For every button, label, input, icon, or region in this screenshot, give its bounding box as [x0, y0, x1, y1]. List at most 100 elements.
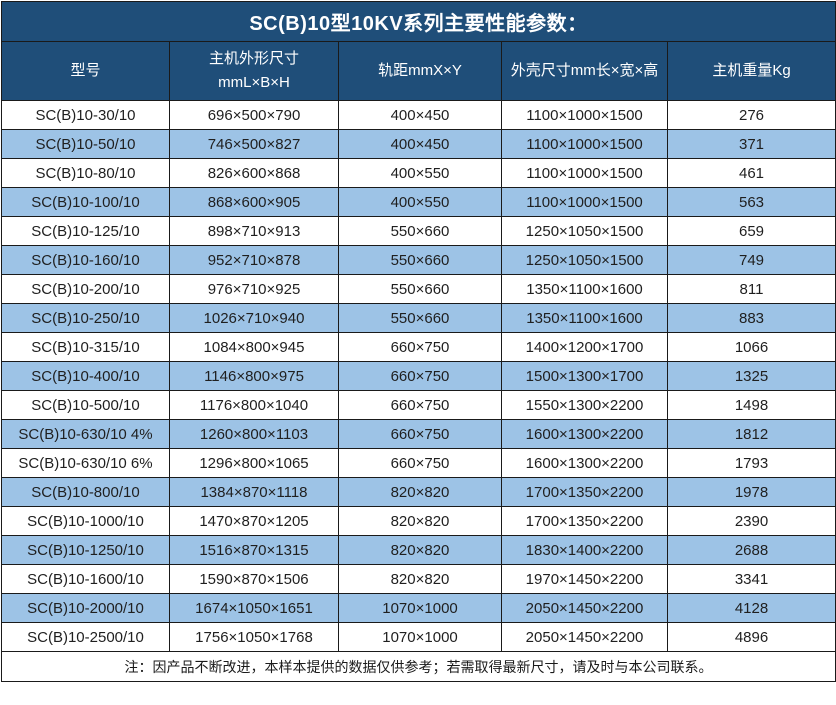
cell-enclosure-size: 1100×1000×1500 [501, 100, 668, 130]
cell-rail-gauge: 400×550 [338, 158, 502, 188]
table-row: SC(B)10-630/10 4% 1260×800×1103 660×750 160… [1, 419, 836, 449]
footnote-text: 注：因产品不断改进，本样本提供的数据仅供参考；若需取得最新尺寸，请及时与本公司联… [0, 651, 836, 682]
col-header-enclosure-size: 外壳尺寸mm长×宽×高 [501, 41, 668, 101]
cell-enclosure-size: 1250×1050×1500 [501, 216, 668, 246]
col-header-host-dimensions-label: 主机外形尺寸 [208, 50, 299, 67]
cell-weight: 1325 [666, 361, 836, 391]
cell-weight: 1812 [666, 419, 836, 449]
cell-model: SC(B)10-250/10 [1, 303, 170, 333]
table-row: SC(B)10-800/10 1384×870×1118 820×820 1700×1… [1, 477, 836, 507]
cell-weight: 276 [666, 100, 836, 130]
title-row: SC(B)10型10KV系列主要性能参数： [0, 1, 836, 42]
cell-weight: 883 [666, 303, 836, 333]
col-header-rail-gauge-label: 轨距mmX×Y [378, 62, 462, 79]
cell-model: SC(B)10-315/10 [1, 332, 170, 362]
table-row: SC(B)10-80/10 826×600×868 400×550 1100×1000… [1, 158, 836, 188]
cell-model: SC(B)10-160/10 [1, 245, 170, 275]
cell-enclosure-size: 1700×1350×2200 [501, 477, 668, 507]
cell-enclosure-size: 1350×1100×1600 [501, 303, 668, 333]
cell-enclosure-size: 1970×1450×2200 [501, 564, 668, 594]
cell-host-dimensions: 868×600×905 [169, 187, 339, 217]
col-header-weight: 主机重量Kg [666, 41, 836, 101]
col-header-model: 型号 [1, 41, 170, 101]
cell-enclosure-size: 1700×1350×2200 [501, 506, 668, 536]
cell-weight: 1978 [666, 477, 836, 507]
cell-host-dimensions: 696×500×790 [169, 100, 339, 130]
cell-host-dimensions: 1384×870×1118 [169, 477, 339, 507]
col-header-host-dimensions: 主机外形尺寸 mmL×B×H [169, 41, 339, 101]
col-header-rail-gauge: 轨距mmX×Y [338, 41, 502, 101]
table-row: SC(B)10-200/10 976×710×925 550×660 1350×110… [1, 274, 836, 304]
cell-weight: 563 [666, 187, 836, 217]
cell-weight: 811 [666, 274, 836, 304]
cell-rail-gauge: 400×450 [338, 129, 502, 159]
cell-weight: 1066 [666, 332, 836, 362]
cell-rail-gauge: 820×820 [338, 477, 502, 507]
cell-weight: 749 [666, 245, 836, 275]
cell-model: SC(B)10-1000/10 [1, 506, 170, 536]
table-row: SC(B)10-1600/10 1590×870×1506 820×820 1970×… [1, 564, 836, 594]
footnote-row: 注：因产品不断改进，本样本提供的数据仅供参考；若需取得最新尺寸，请及时与本公司联… [0, 651, 836, 682]
cell-rail-gauge: 660×750 [338, 332, 502, 362]
cell-enclosure-size: 2050×1450×2200 [501, 622, 668, 652]
cell-rail-gauge: 550×660 [338, 303, 502, 333]
cell-enclosure-size: 1100×1000×1500 [501, 158, 668, 188]
table-row: SC(B)10-2000/10 1674×1050×1651 1070×1000 20… [1, 593, 836, 623]
cell-enclosure-size: 1830×1400×2200 [501, 535, 668, 565]
cell-weight: 4896 [666, 622, 836, 652]
header-row: 型号 主机外形尺寸 mmL×B×H 轨距mmX×Y 外壳尺寸mm长×宽×高 主机… [1, 41, 836, 101]
cell-model: SC(B)10-630/10 6% [1, 448, 170, 478]
cell-enclosure-size: 1600×1300×2200 [501, 419, 668, 449]
cell-rail-gauge: 820×820 [338, 535, 502, 565]
cell-rail-gauge: 400×450 [338, 100, 502, 130]
cell-host-dimensions: 976×710×925 [169, 274, 339, 304]
col-header-host-dimensions-unit: mmL×B×H [218, 74, 290, 91]
col-header-weight-label: 主机重量Kg [712, 62, 791, 79]
cell-host-dimensions: 898×710×913 [169, 216, 339, 246]
cell-weight: 4128 [666, 593, 836, 623]
cell-host-dimensions: 952×710×878 [169, 245, 339, 275]
cell-model: SC(B)10-800/10 [1, 477, 170, 507]
page-title: SC(B)10型10KV系列主要性能参数： [0, 1, 836, 42]
cell-rail-gauge: 660×750 [338, 390, 502, 420]
spec-table: SC(B)10型10KV系列主要性能参数： 型号 主机外形尺寸 mmL×B×H … [0, 1, 836, 682]
cell-weight: 2688 [666, 535, 836, 565]
cell-host-dimensions: 1470×870×1205 [169, 506, 339, 536]
cell-model: SC(B)10-200/10 [1, 274, 170, 304]
cell-rail-gauge: 820×820 [338, 564, 502, 594]
cell-rail-gauge: 550×660 [338, 274, 502, 304]
cell-host-dimensions: 1260×800×1103 [169, 419, 339, 449]
cell-rail-gauge: 400×550 [338, 187, 502, 217]
cell-host-dimensions: 1084×800×945 [169, 332, 339, 362]
cell-weight: 461 [666, 158, 836, 188]
cell-weight: 371 [666, 129, 836, 159]
table-row: SC(B)10-160/10 952×710×878 550×660 1250×105… [1, 245, 836, 275]
cell-rail-gauge: 1070×1000 [338, 593, 502, 623]
table-row: SC(B)10-125/10 898×710×913 550×660 1250×105… [1, 216, 836, 246]
cell-rail-gauge: 1070×1000 [338, 622, 502, 652]
cell-host-dimensions: 1146×800×975 [169, 361, 339, 391]
cell-enclosure-size: 1250×1050×1500 [501, 245, 668, 275]
table-row: SC(B)10-50/10 746×500×827 400×450 1100×1000… [1, 129, 836, 159]
cell-rail-gauge: 660×750 [338, 361, 502, 391]
cell-model: SC(B)10-1600/10 [1, 564, 170, 594]
cell-model: SC(B)10-125/10 [1, 216, 170, 246]
cell-enclosure-size: 2050×1450×2200 [501, 593, 668, 623]
table-row: SC(B)10-30/10 696×500×790 400×450 1100×1000… [1, 100, 836, 130]
table-row: SC(B)10-1250/10 1516×870×1315 820×820 1830×… [1, 535, 836, 565]
cell-enclosure-size: 1350×1100×1600 [501, 274, 668, 304]
table-row: SC(B)10-2500/10 1756×1050×1768 1070×1000 20… [1, 622, 836, 652]
cell-weight: 3341 [666, 564, 836, 594]
cell-enclosure-size: 1500×1300×1700 [501, 361, 668, 391]
cell-host-dimensions: 1026×710×940 [169, 303, 339, 333]
cell-weight: 2390 [666, 506, 836, 536]
cell-enclosure-size: 1600×1300×2200 [501, 448, 668, 478]
cell-enclosure-size: 1550×1300×2200 [501, 390, 668, 420]
cell-model: SC(B)10-400/10 [1, 361, 170, 391]
table-row: SC(B)10-315/10 1084×800×945 660×750 1400×12… [1, 332, 836, 362]
cell-model: SC(B)10-2000/10 [1, 593, 170, 623]
cell-weight: 1793 [666, 448, 836, 478]
cell-rail-gauge: 550×660 [338, 245, 502, 275]
cell-weight: 659 [666, 216, 836, 246]
